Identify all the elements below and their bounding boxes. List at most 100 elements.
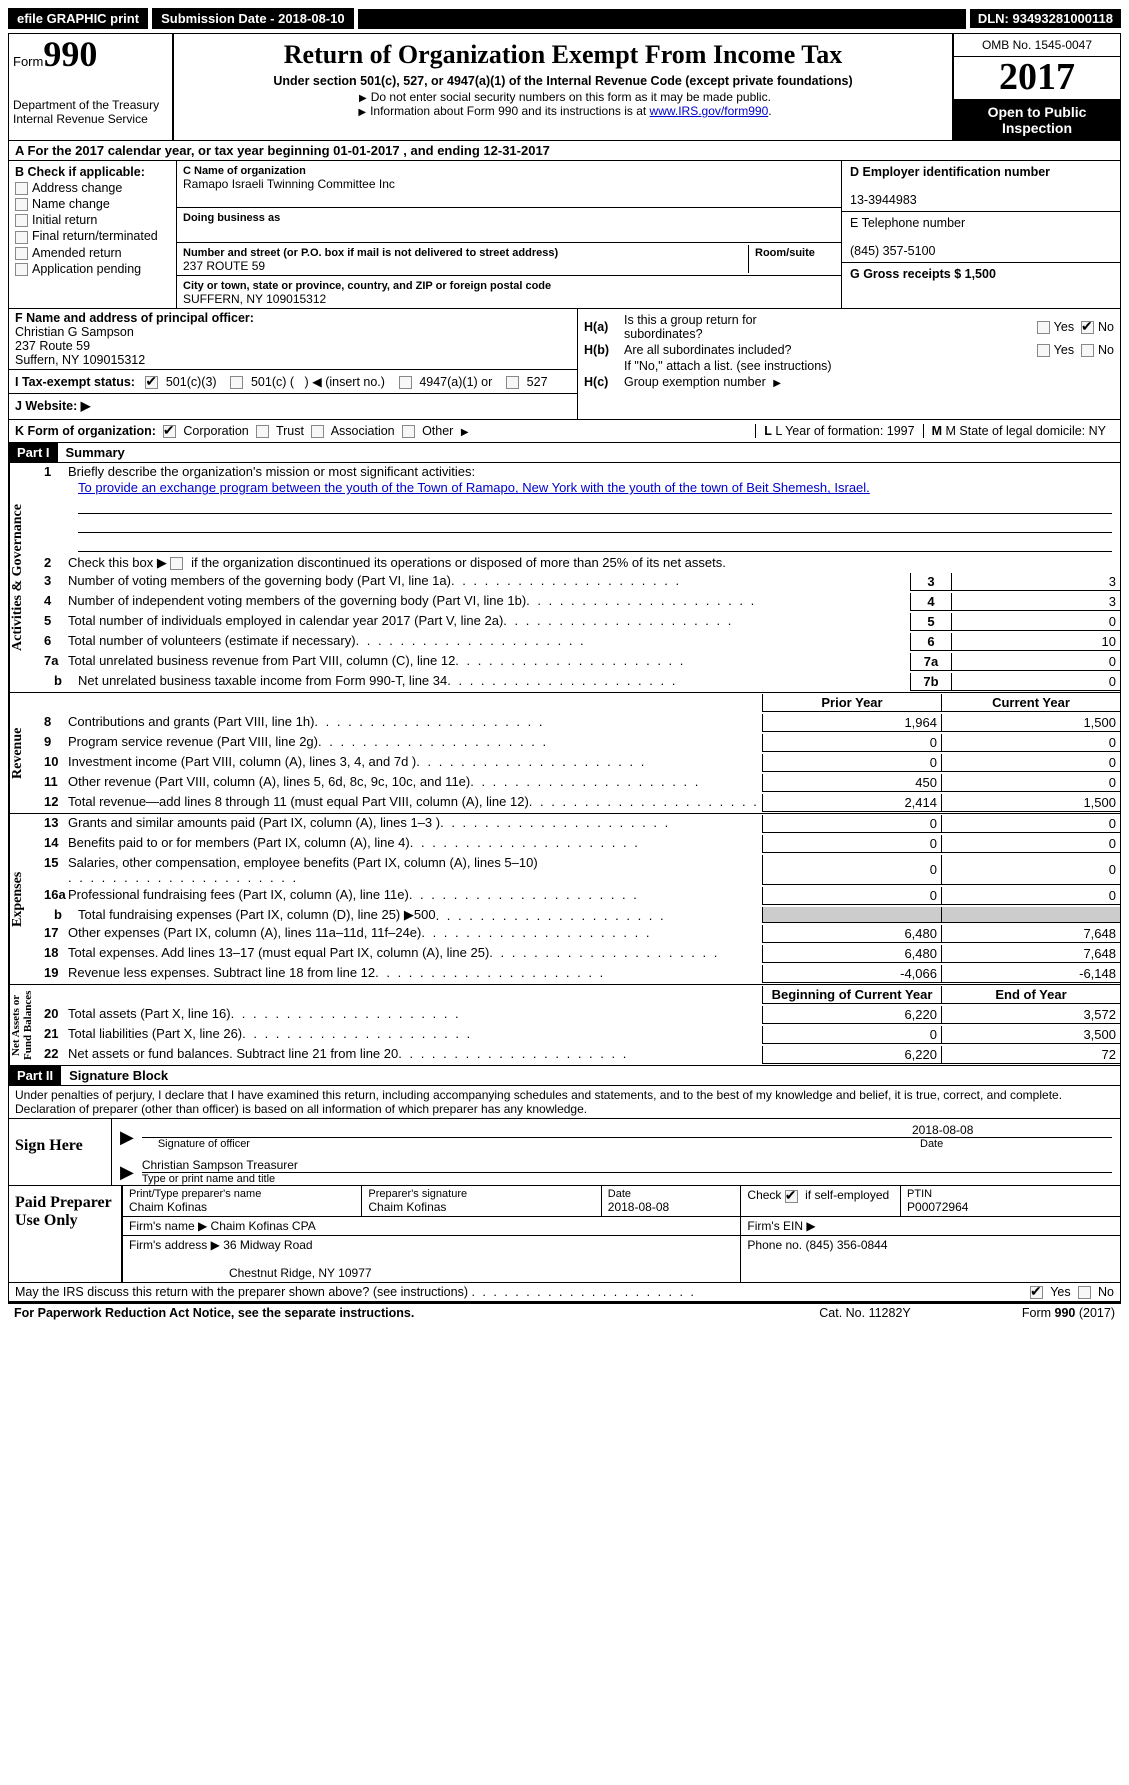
section-bcd: B Check if applicable: Address change Na… (8, 161, 1121, 309)
col-c-org-info: C Name of organization Ramapo Israeli Tw… (177, 161, 841, 308)
chk-amended[interactable]: Amended return (15, 246, 170, 260)
city-label: City or town, state or province, country… (183, 280, 551, 292)
ptin-value: P00072964 (907, 1200, 968, 1214)
line2-text: Check this box ▶ (68, 555, 170, 570)
room-label: Room/suite (755, 247, 815, 259)
summary-line: 13Grants and similar amounts paid (Part … (38, 814, 1120, 834)
summary-line: 22Net assets or fund balances. Subtract … (38, 1045, 1120, 1065)
chk-final-return[interactable]: Final return/terminated (15, 229, 170, 243)
chk-501c[interactable] (230, 376, 243, 389)
part-i: Part I Summary Activities & Governance 1… (8, 443, 1121, 1066)
summary-line: 15Salaries, other compensation, employee… (38, 854, 1120, 886)
summary-line: 14Benefits paid to or for members (Part … (38, 834, 1120, 854)
chk-ha-no[interactable] (1081, 321, 1094, 334)
summary-line: 18Total expenses. Add lines 13–17 (must … (38, 944, 1120, 964)
chk-self-employed[interactable] (785, 1190, 798, 1203)
officer-addr2: Suffern, NY 109015312 (15, 353, 145, 367)
paid-preparer-label: Paid Preparer Use Only (9, 1186, 122, 1282)
city-value: SUFFERN, NY 109015312 (183, 292, 326, 306)
chk-501c3[interactable] (145, 376, 158, 389)
summary-line: 8Contributions and grants (Part VIII, li… (38, 713, 1120, 733)
col-b-checkboxes: B Check if applicable: Address change Na… (9, 161, 177, 308)
dln-label: DLN: 93493281000118 (970, 9, 1121, 28)
summary-line: 16aProfessional fundraising fees (Part I… (38, 886, 1120, 906)
ein-value: 13-3944983 (850, 193, 917, 207)
firm-phone: Phone no. (845) 356-0844 (741, 1236, 1120, 1283)
chk-name-change[interactable]: Name change (15, 197, 170, 211)
chk-527[interactable] (506, 376, 519, 389)
chk-discuss-no[interactable] (1078, 1286, 1091, 1299)
hdr-prior-year: Prior Year (762, 694, 941, 712)
tel-label: E Telephone number (850, 216, 965, 230)
part-i-title: Summary (58, 445, 125, 460)
gross-receipts: G Gross receipts $ 1,500 (850, 267, 996, 281)
chk-ha-yes[interactable] (1037, 321, 1050, 334)
sig-officer-label: Signature of officer (142, 1138, 904, 1150)
summary-line: 5Total number of individuals employed in… (38, 612, 1120, 632)
footer-row: For Paperwork Reduction Act Notice, see … (8, 1302, 1121, 1322)
section-fh: F Name and address of principal officer:… (8, 309, 1121, 420)
hdr-beginning-year: Beginning of Current Year (762, 986, 941, 1004)
irs-label: Internal Revenue Service (13, 112, 168, 126)
vlabel-governance: Activities & Governance (9, 463, 38, 692)
chk-discuss-yes[interactable] (1030, 1286, 1043, 1299)
website-label: J Website: ▶ (15, 399, 90, 413)
paid-preparer-block: Paid Preparer Use Only Print/Type prepar… (8, 1186, 1121, 1283)
summary-line: 10Investment income (Part VIII, column (… (38, 753, 1120, 773)
vlabel-revenue: Revenue (9, 693, 38, 813)
col-h-group: H(a) Is this a group return forsubordina… (578, 309, 1120, 419)
chk-address-change[interactable]: Address change (15, 181, 170, 195)
summary-line: 11Other revenue (Part VIII, column (A), … (38, 773, 1120, 793)
part-ii-title: Signature Block (61, 1068, 168, 1083)
chk-hb-no[interactable] (1081, 344, 1094, 357)
summary-line: bNet unrelated business taxable income f… (38, 672, 1120, 692)
form-header: Form990 Department of the Treasury Inter… (8, 33, 1121, 141)
header-ssn-note: Do not enter social security numbers on … (371, 90, 771, 104)
chk-trust[interactable] (256, 425, 269, 438)
summary-line: 17Other expenses (Part IX, column (A), l… (38, 924, 1120, 944)
chk-hb-yes[interactable] (1037, 344, 1050, 357)
dept-treasury: Department of the Treasury (13, 98, 168, 112)
hb-note: If "No," attach a list. (see instruction… (584, 359, 1114, 373)
chk-4947[interactable] (399, 376, 412, 389)
form-number: 990 (43, 34, 97, 74)
row-k: K Form of organization: Corporation Trus… (8, 420, 1121, 443)
org-name-label: C Name of organization (183, 165, 306, 177)
chk-initial-return[interactable]: Initial return (15, 213, 170, 227)
irs-link[interactable]: www.IRS.gov/form990 (650, 104, 769, 118)
vlabel-expenses: Expenses (9, 814, 38, 984)
chk-other[interactable] (402, 425, 415, 438)
chk-corporation[interactable] (163, 425, 176, 438)
col-b-title: B Check if applicable: (15, 165, 170, 179)
preparer-name: Chaim Kofinas (129, 1200, 207, 1214)
street-address: 237 ROUTE 59 (183, 259, 265, 273)
tax-year: 2017 (954, 57, 1120, 100)
header-info-note: Information about Form 990 and its instr… (370, 104, 649, 118)
line1-label: Briefly describe the organization's miss… (68, 464, 1120, 479)
paperwork-notice: For Paperwork Reduction Act Notice, see … (14, 1306, 765, 1320)
org-name: Ramapo Israeli Twinning Committee Inc (183, 177, 395, 191)
summary-line: 6Total number of volunteers (estimate if… (38, 632, 1120, 652)
col-d-ids: D Employer identification number 13-3944… (841, 161, 1120, 308)
officer-name: Christian G Sampson (15, 325, 134, 339)
chk-discontinued[interactable] (170, 557, 183, 570)
part-i-hdr: Part I (9, 443, 58, 462)
officer-label: F Name and address of principal officer: (15, 311, 254, 325)
tel-value: (845) 357-5100 (850, 244, 935, 258)
form-org-label: K Form of organization: (15, 424, 156, 438)
efile-button[interactable]: efile GRAPHIC print (8, 8, 148, 29)
form-title: Return of Organization Exempt From Incom… (190, 40, 936, 70)
mission-text: To provide an exchange program between t… (38, 480, 1120, 497)
chk-application-pending[interactable]: Application pending (15, 262, 170, 276)
perjury-text: Under penalties of perjury, I declare th… (9, 1085, 1120, 1118)
form-word: Form (13, 54, 43, 69)
dba-label: Doing business as (183, 212, 280, 224)
summary-line: 21Total liabilities (Part X, line 26)03,… (38, 1025, 1120, 1045)
chk-association[interactable] (311, 425, 324, 438)
officer-addr1: 237 Route 59 (15, 339, 90, 353)
summary-line: 9Program service revenue (Part VIII, lin… (38, 733, 1120, 753)
summary-line: 19Revenue less expenses. Subtract line 1… (38, 964, 1120, 984)
summary-line: 7aTotal unrelated business revenue from … (38, 652, 1120, 672)
part-ii: Part II Signature Block Under penalties … (8, 1066, 1121, 1119)
omb-number: OMB No. 1545-0047 (954, 34, 1120, 57)
